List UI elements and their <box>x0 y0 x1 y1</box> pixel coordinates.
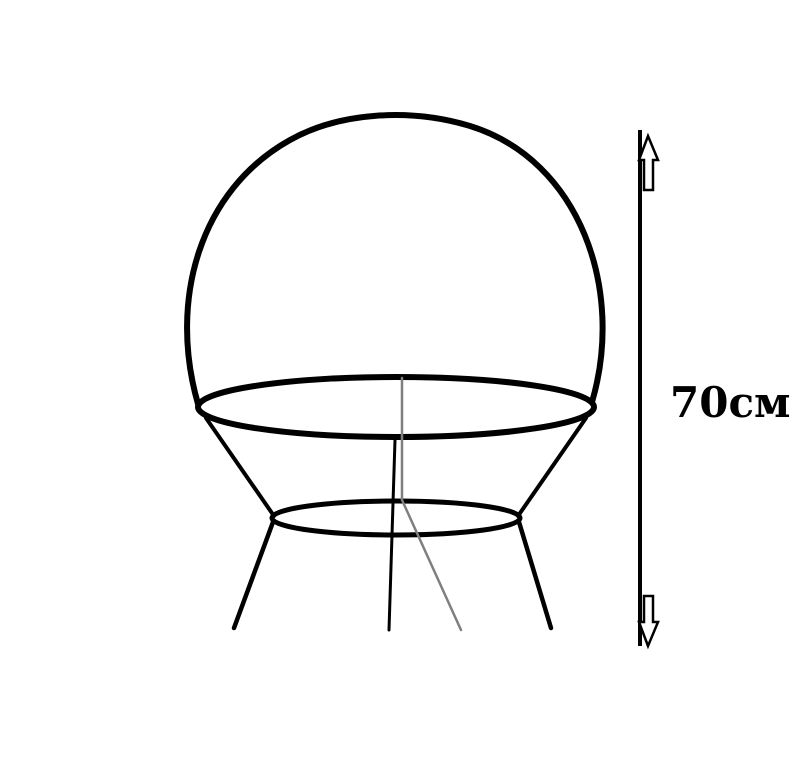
leg-right <box>516 519 554 631</box>
leg-left <box>231 519 276 631</box>
center-guide-lines <box>400 376 463 632</box>
arrow-down-icon <box>637 594 660 650</box>
dimension-label: 70см <box>670 378 791 427</box>
upper-ring <box>195 374 597 440</box>
cone-right-side <box>516 416 588 518</box>
cone-left-side <box>204 416 276 518</box>
wire-frame <box>184 112 606 632</box>
center-stem <box>387 438 397 632</box>
dome-outline <box>184 112 606 407</box>
lower-ring <box>269 498 523 538</box>
diagonal-guide-line <box>400 498 463 632</box>
arrow-up-icon <box>637 132 660 192</box>
height-dimension: 70см <box>637 130 791 650</box>
